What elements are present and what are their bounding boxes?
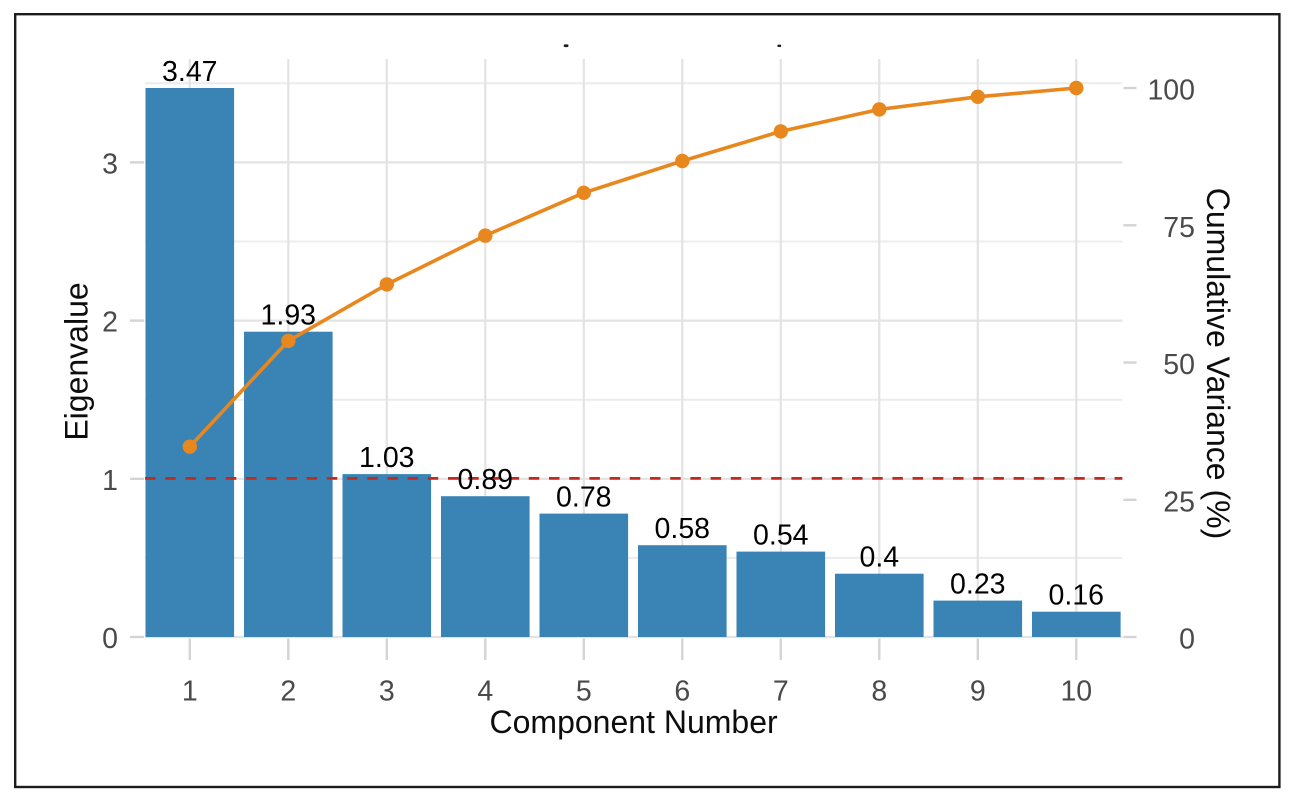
svg-text:0: 0: [1179, 624, 1195, 656]
svg-text:6: 6: [674, 676, 690, 708]
svg-text:Cumulative Variance (%): Cumulative Variance (%): [1200, 188, 1236, 540]
svg-text:Component Number: Component Number: [490, 704, 778, 740]
svg-text:3.47: 3.47: [162, 56, 217, 88]
svg-text:0.89: 0.89: [458, 464, 513, 496]
svg-text:5: 5: [576, 676, 592, 708]
svg-text:0.16: 0.16: [1049, 580, 1104, 612]
svg-text:8: 8: [871, 676, 887, 708]
svg-text:0.23: 0.23: [950, 569, 1005, 601]
svg-text:4: 4: [477, 676, 493, 708]
svg-text:0.54: 0.54: [753, 520, 809, 552]
svg-text:25: 25: [1163, 486, 1195, 518]
svg-text:2: 2: [280, 676, 296, 708]
svg-text:75: 75: [1163, 212, 1195, 244]
svg-text:7: 7: [773, 676, 789, 708]
svg-text:2: 2: [102, 307, 118, 339]
svg-text:1.93: 1.93: [261, 300, 316, 332]
svg-text:1.03: 1.03: [359, 442, 414, 474]
svg-text:1: 1: [182, 676, 198, 708]
svg-text:50: 50: [1163, 349, 1195, 381]
svg-text:1: 1: [102, 465, 118, 497]
svg-text:Eigenvalue: Eigenvalue: [59, 282, 95, 440]
svg-text:0.4: 0.4: [859, 542, 899, 574]
svg-text:10: 10: [1060, 676, 1092, 708]
svg-text:3: 3: [379, 676, 395, 708]
svg-text:100: 100: [1147, 75, 1195, 107]
svg-text:9: 9: [970, 676, 986, 708]
svg-text:0.78: 0.78: [556, 482, 611, 514]
svg-text:0: 0: [102, 623, 118, 655]
svg-text:0.58: 0.58: [655, 513, 710, 545]
svg-text:3: 3: [102, 148, 118, 180]
